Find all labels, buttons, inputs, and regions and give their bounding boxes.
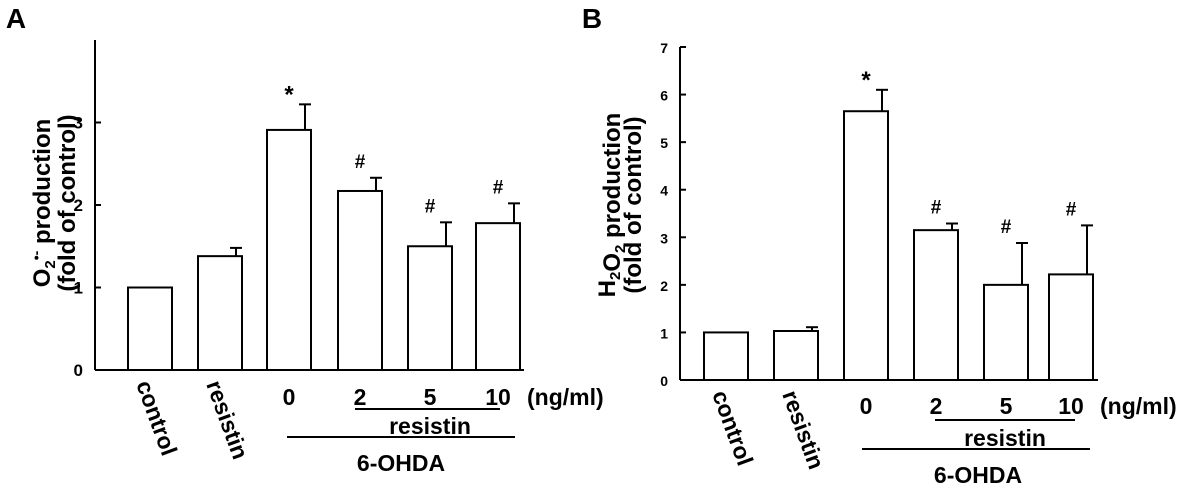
panel-label: A [6, 3, 26, 34]
y-axis-label-part: O [599, 253, 626, 272]
y-axis-label-part: 2 [612, 245, 629, 253]
bar [983, 283, 1029, 382]
ohda-group-label: 6-OHDA [934, 462, 1022, 488]
y-tick-label: 3 [660, 230, 668, 246]
unit-label: (ng/ml) [1100, 393, 1177, 419]
x-dose-label: 5 [424, 384, 437, 410]
y-axis-label-part: H [594, 280, 621, 297]
unit-label: (ng/ml) [527, 384, 604, 410]
x-dose-label: 5 [1000, 393, 1013, 419]
y-tick-label: 1 [660, 325, 668, 341]
bar [407, 245, 453, 371]
y-axis-label-part: production [599, 113, 626, 245]
y-tick-label: 2 [660, 278, 668, 294]
y-tick-label: 6 [660, 88, 668, 104]
y-axis-label-part: 2 [42, 260, 59, 268]
y-axis-label-part: 2 [607, 272, 624, 280]
y-tick-label: 2 [74, 196, 83, 215]
x-dose-label: 2 [930, 393, 943, 419]
y-axis-label: O2•- production [28, 119, 59, 288]
x-category-label: control [131, 377, 182, 459]
bar [266, 128, 312, 371]
x-category-label: resistin [201, 377, 253, 463]
bar [843, 110, 889, 381]
y-axis-label: H2O2 production [594, 113, 629, 298]
resistin-group-label: resistin [389, 413, 471, 439]
x-category-label: control [707, 387, 758, 469]
panel-label: B [582, 3, 602, 34]
y-axis-label-part: production [29, 119, 56, 251]
significance-hash: # [493, 177, 504, 198]
bar [703, 331, 749, 381]
y-tick-label: 4 [660, 183, 668, 199]
significance-hash: # [931, 197, 942, 218]
panel-b: B 0 1 2 3 4 5 6 7 * # # # control resistin 0 2 5 10 (ng/ml)… [582, 3, 1177, 488]
bar [197, 255, 243, 371]
y-axis-label-part: O [29, 269, 56, 288]
bar [475, 222, 521, 371]
y-tick-label: 0 [74, 361, 83, 380]
significance-star: * [284, 81, 294, 108]
y-axis-label-line2: (fold of control) [620, 116, 647, 293]
ohda-group-label: 6-OHDA [357, 450, 445, 476]
panel-a: A 0 1 2 3 * # # # control resistin 0 2 5 10 (ng/ml) resi… [6, 3, 604, 476]
y-tick-label: 1 [74, 279, 83, 298]
x-dose-label: 0 [860, 393, 873, 419]
significance-hash: # [1066, 199, 1077, 220]
y-tick-label: 3 [74, 114, 83, 133]
x-category-label: resistin [777, 387, 829, 473]
y-axis-label-line2: (fold of control) [54, 114, 81, 291]
y-tick-label: 5 [660, 135, 668, 151]
x-dose-label: 2 [354, 384, 367, 410]
bar [773, 330, 819, 382]
x-dose-label: 10 [485, 384, 511, 410]
x-dose-label: 10 [1058, 393, 1084, 419]
resistin-group-label: resistin [964, 425, 1046, 451]
significance-star: * [861, 67, 871, 94]
bar [913, 229, 959, 381]
bar [127, 286, 173, 371]
y-tick-label: 0 [660, 373, 668, 389]
x-dose-label: 0 [283, 384, 296, 410]
bar [1048, 273, 1094, 381]
y-tick-label: 7 [660, 40, 668, 56]
significance-hash: # [425, 196, 436, 217]
significance-hash: # [355, 152, 366, 173]
significance-hash: # [1001, 217, 1012, 238]
bar [337, 189, 383, 371]
y-axis-label-part: •- [28, 250, 44, 260]
